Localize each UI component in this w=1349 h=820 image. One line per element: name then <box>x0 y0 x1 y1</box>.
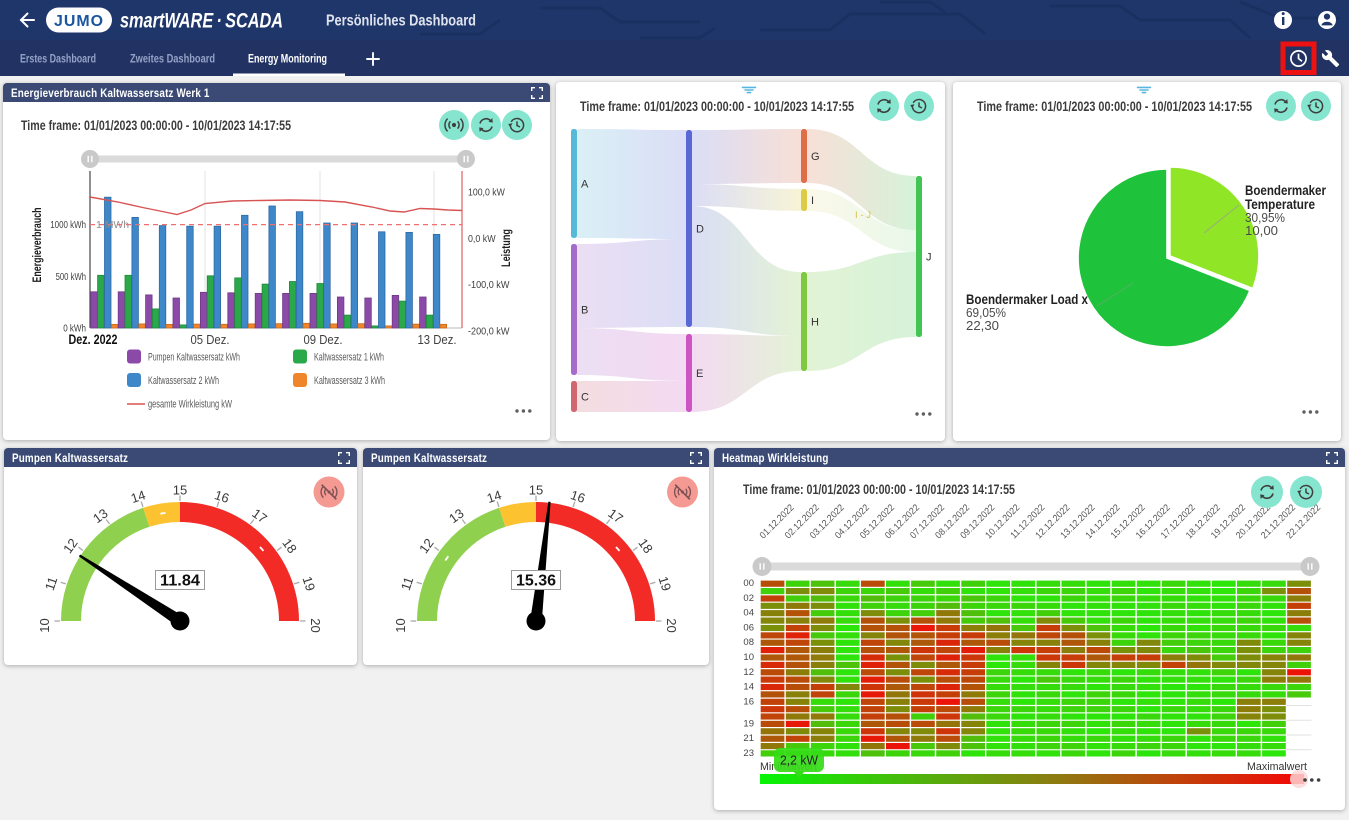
svg-text:15: 15 <box>529 483 543 498</box>
svg-text:Boendermaker Load x: Boendermaker Load x <box>966 292 1088 307</box>
svg-text:19: 19 <box>656 574 675 592</box>
svg-text:100,0 kW: 100,0 kW <box>468 187 505 199</box>
svg-text:J: J <box>926 252 932 264</box>
svg-text:10: 10 <box>743 652 754 663</box>
svg-text:21: 21 <box>743 733 754 744</box>
svg-text:Erstes Dashboard: Erstes Dashboard <box>20 52 96 66</box>
svg-text:08: 08 <box>743 637 754 648</box>
svg-text:20: 20 <box>664 618 679 632</box>
svg-text:Time frame: 01/01/2023 00:00:0: Time frame: 01/01/2023 00:00:00 - 10/01/… <box>21 117 291 133</box>
svg-text:16: 16 <box>743 696 754 707</box>
svg-text:E: E <box>696 368 703 380</box>
svg-text:500 kWh: 500 kWh <box>56 271 87 283</box>
svg-text:05 Dez.: 05 Dez. <box>191 332 230 347</box>
svg-text:15: 15 <box>173 483 187 498</box>
svg-text:14: 14 <box>485 487 503 506</box>
svg-text:Kaltwassersatz 1 kWh: Kaltwassersatz 1 kWh <box>314 352 384 364</box>
svg-text:09 Dez.: 09 Dez. <box>304 332 343 347</box>
svg-text:16: 16 <box>213 487 231 506</box>
svg-text:-100,0 kW: -100,0 kW <box>468 279 509 291</box>
svg-text:17: 17 <box>249 506 270 527</box>
svg-text:02: 02 <box>743 593 754 604</box>
svg-text:11.84: 11.84 <box>160 573 200 590</box>
svg-text:Time frame: 01/01/2023 00:00:0: Time frame: 01/01/2023 00:00:00 - 10/01/… <box>743 481 1015 497</box>
svg-text:1 MWh: 1 MWh <box>96 220 129 231</box>
svg-text:A: A <box>581 179 589 191</box>
svg-text:Pumpen Kaltwassersatz kWh: Pumpen Kaltwassersatz kWh <box>148 352 240 364</box>
svg-text:19: 19 <box>743 718 754 729</box>
svg-text:Energy Monitoring: Energy Monitoring <box>248 52 327 66</box>
svg-text:Leistung: Leistung <box>499 229 513 267</box>
svg-text:22,30: 22,30 <box>966 319 999 333</box>
svg-text:2,2 kW: 2,2 kW <box>780 754 818 768</box>
svg-text:Zweites Dashboard: Zweites Dashboard <box>130 52 215 66</box>
svg-text:23: 23 <box>743 748 754 759</box>
svg-text:30,95%: 30,95% <box>1245 211 1285 225</box>
svg-text:0 kWh: 0 kWh <box>63 323 86 335</box>
svg-text:18: 18 <box>635 536 656 557</box>
svg-text:00: 00 <box>743 578 754 589</box>
svg-text:12: 12 <box>60 536 81 557</box>
svg-text:14: 14 <box>743 682 754 693</box>
svg-text:13: 13 <box>90 506 111 527</box>
svg-text:-200,0 kW: -200,0 kW <box>468 325 509 337</box>
svg-text:I - J: I - J <box>855 210 871 220</box>
svg-text:Maximalwert: Maximalwert <box>1247 761 1307 773</box>
svg-text:06: 06 <box>743 623 754 634</box>
svg-text:10: 10 <box>37 618 52 632</box>
svg-text:Kaltwassersatz 2 kWh: Kaltwassersatz 2 kWh <box>148 375 219 387</box>
svg-text:C: C <box>581 392 589 404</box>
svg-text:16: 16 <box>569 487 587 506</box>
svg-text:13 Dez.: 13 Dez. <box>418 332 457 347</box>
svg-text:04: 04 <box>743 608 754 619</box>
svg-text:Persönliches Dashboard: Persönliches Dashboard <box>326 13 476 30</box>
svg-text:15.36: 15.36 <box>516 573 556 590</box>
svg-text:13: 13 <box>446 506 467 527</box>
svg-text:B: B <box>581 305 588 317</box>
svg-text:gesamte Wirkleistung kW: gesamte Wirkleistung kW <box>148 399 232 411</box>
svg-text:18: 18 <box>279 536 300 557</box>
svg-text:Time frame: 01/01/2023 00:00:0: Time frame: 01/01/2023 00:00:00 - 10/01/… <box>580 98 854 114</box>
svg-text:0,0 kW: 0,0 kW <box>468 233 496 245</box>
svg-text:10: 10 <box>393 618 408 632</box>
svg-text:Kaltwassersatz 3 kWh: Kaltwassersatz 3 kWh <box>314 375 385 387</box>
svg-text:D: D <box>696 224 704 236</box>
svg-text:I: I <box>811 195 814 207</box>
svg-text:Energieverbrauch: Energieverbrauch <box>30 208 44 283</box>
svg-text:11: 11 <box>398 575 416 592</box>
svg-text:Dez. 2022: Dez. 2022 <box>69 332 118 347</box>
svg-text:20: 20 <box>308 618 323 632</box>
svg-text:14: 14 <box>129 487 147 506</box>
svg-text:12: 12 <box>743 667 754 678</box>
svg-text:Time frame: 01/01/2023 00:00:0: Time frame: 01/01/2023 00:00:00 - 10/01/… <box>977 98 1252 114</box>
svg-text:19: 19 <box>300 574 319 592</box>
svg-text:Temperature: Temperature <box>1245 197 1315 212</box>
svg-text:69,05%: 69,05% <box>966 306 1006 320</box>
svg-text:1000 kWh: 1000 kWh <box>50 219 86 231</box>
svg-text:11: 11 <box>42 575 60 592</box>
svg-text:10,00: 10,00 <box>1245 224 1278 238</box>
svg-text:G: G <box>811 151 820 163</box>
svg-text:smartWARE · SCADA: smartWARE · SCADA <box>120 10 283 33</box>
svg-text:JUMO: JUMO <box>54 13 104 30</box>
svg-text:17: 17 <box>605 506 626 527</box>
svg-text:Boendermaker: Boendermaker <box>1245 183 1327 198</box>
svg-text:H: H <box>811 317 819 329</box>
svg-text:12: 12 <box>416 536 437 557</box>
